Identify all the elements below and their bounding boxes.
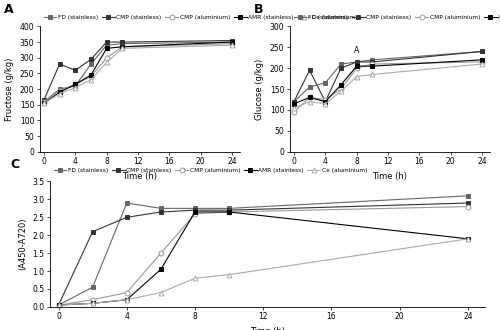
X-axis label: Time (h): Time (h)	[122, 172, 158, 181]
Y-axis label: (A450-A720): (A450-A720)	[18, 218, 27, 271]
Legend: FD (stainless), CMP (stainless), CMP (aluminium), AMR (stainless), Ce (aluminium: FD (stainless), CMP (stainless), CMP (al…	[53, 167, 368, 174]
Y-axis label: Glucose (g/kg): Glucose (g/kg)	[256, 58, 264, 120]
X-axis label: Time (h): Time (h)	[372, 172, 408, 181]
Legend: FD (stainless), CMP (stainless), CMP (aluminium), AMR (stainless), Ce (aluminium: FD (stainless), CMP (stainless), CMP (al…	[293, 15, 500, 21]
Legend: FD (stainless), CMP (stainless), CMP (aluminium), AMR (stainless), Ce (aluminium: FD (stainless), CMP (stainless), CMP (al…	[43, 15, 358, 21]
Text: B: B	[254, 3, 264, 16]
Text: C: C	[11, 158, 20, 172]
Y-axis label: Fructose (g/kg): Fructose (g/kg)	[6, 57, 15, 121]
Text: A: A	[4, 3, 14, 16]
Text: A: A	[354, 46, 360, 55]
X-axis label: Time (h): Time (h)	[250, 327, 285, 330]
